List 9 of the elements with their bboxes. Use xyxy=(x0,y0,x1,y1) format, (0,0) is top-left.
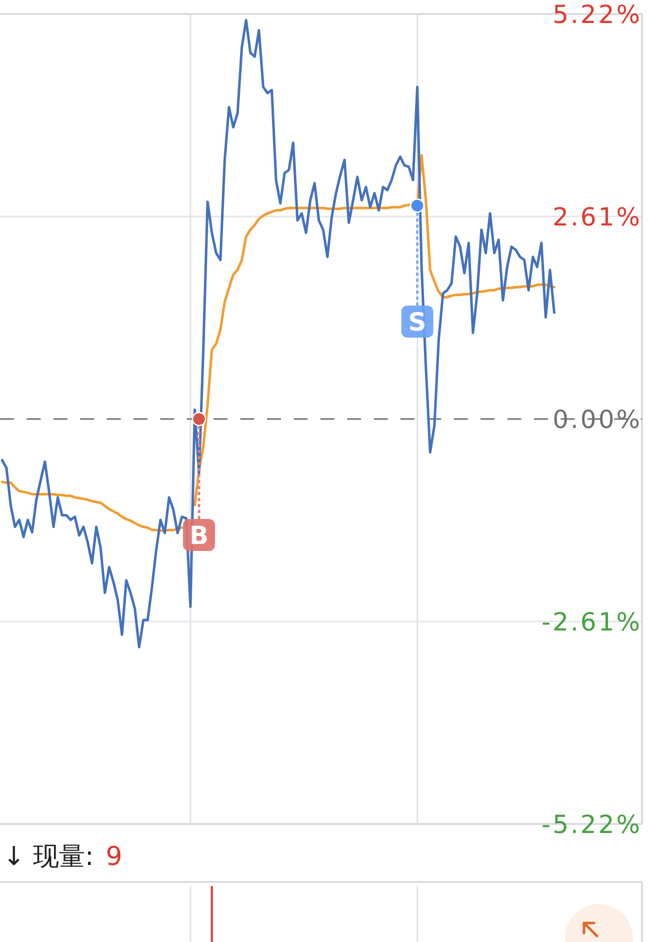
y-tick-label: 0.00% xyxy=(552,405,642,434)
y-tick-label: 5.22% xyxy=(552,0,642,29)
y-tick-label: -2.61% xyxy=(542,608,642,636)
trade-label: S xyxy=(401,212,434,338)
text: 9 xyxy=(106,842,122,872)
chart-title: ↓ 现量: xyxy=(3,842,94,872)
y-tick-label: -5.22% xyxy=(542,810,642,839)
y-tick-label: 2.61% xyxy=(552,202,642,232)
trade-label: B xyxy=(183,426,215,551)
